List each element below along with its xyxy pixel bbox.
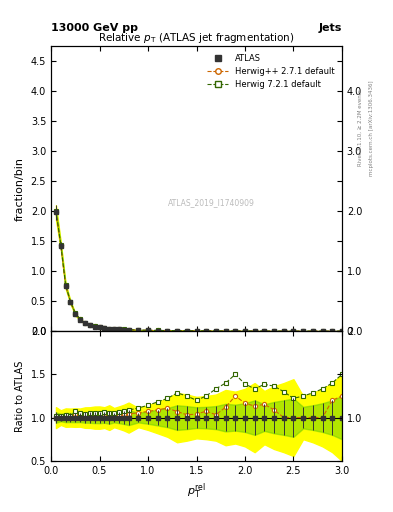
Text: ATLAS_2019_I1740909: ATLAS_2019_I1740909 xyxy=(167,198,255,207)
Text: 13000 GeV pp: 13000 GeV pp xyxy=(51,23,138,33)
Text: mcplots.cern.ch [arXiv:1306.3436]: mcplots.cern.ch [arXiv:1306.3436] xyxy=(369,80,375,176)
Text: Jets: Jets xyxy=(319,23,342,33)
Text: Rivet 3.1.10, ≥ 2.2M events: Rivet 3.1.10, ≥ 2.2M events xyxy=(358,90,363,166)
Y-axis label: fraction/bin: fraction/bin xyxy=(15,157,25,221)
Legend: ATLAS, Herwig++ 2.7.1 default, Herwig 7.2.1 default: ATLAS, Herwig++ 2.7.1 default, Herwig 7.… xyxy=(204,50,338,92)
Title: Relative $p_{\mathrm{T}}$ (ATLAS jet fragmentation): Relative $p_{\mathrm{T}}$ (ATLAS jet fra… xyxy=(98,31,295,45)
Y-axis label: Ratio to ATLAS: Ratio to ATLAS xyxy=(15,360,25,432)
X-axis label: $p_{\mathrm{T}}^{\mathrm{rel}}$: $p_{\mathrm{T}}^{\mathrm{rel}}$ xyxy=(187,481,206,501)
